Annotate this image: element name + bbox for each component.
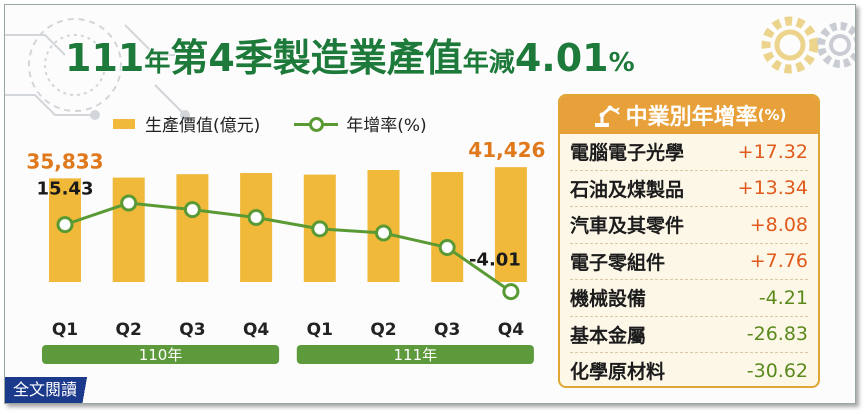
growth-point-8 xyxy=(502,283,520,301)
growth-point-2 xyxy=(120,194,138,212)
year-band xyxy=(42,345,280,364)
title-prefix: 111 xyxy=(65,36,145,80)
industry-row: 化學原材料 -30.62 xyxy=(570,353,808,386)
industry-list: 電腦電子光學 +17.32 石油及煤製品 +13.34 汽車及其零件 +8.08 電子零組件… xyxy=(560,134,818,386)
industry-row: 機械設備 -4.21 xyxy=(570,280,808,317)
bar-8 xyxy=(494,167,527,282)
growth-value-label: -4.01 xyxy=(469,250,521,271)
robot-arm-icon xyxy=(594,105,620,127)
industry-name: 機械設備 xyxy=(570,288,647,311)
growth-point-4 xyxy=(247,209,265,226)
growth-point-6 xyxy=(375,224,392,242)
bar-value-label: 41,426 xyxy=(468,138,545,162)
x-tick-label: Q4 xyxy=(243,320,269,340)
title-decrease: 年減 xyxy=(462,48,515,78)
panel-title-unit: (%) xyxy=(757,106,787,124)
industry-row: 石油及煤製品 +13.34 xyxy=(570,171,808,207)
industry-row: 汽車及其零件 +8.08 xyxy=(570,207,808,244)
industry-growth-value: -4.21 xyxy=(758,286,808,309)
x-tick-label: Q4 xyxy=(498,320,524,340)
bar-value-label: 35,833 xyxy=(26,149,103,173)
industry-name: 電腦電子光學 xyxy=(570,142,685,165)
industry-name: 石油及煤製品 xyxy=(570,178,685,201)
x-tick-label: Q2 xyxy=(116,320,142,340)
page-title: 111年第4季製造業產值年減4.01% xyxy=(65,27,635,82)
title-unit: % xyxy=(608,48,635,78)
industry-growth-value: +8.08 xyxy=(749,213,808,236)
growth-point-1 xyxy=(56,216,74,234)
read-full-text-button[interactable]: 全文閱讀 xyxy=(5,377,104,403)
combo-chart: 35,833 41,426 15.43 -4.01 Q1 Q2 Q3 Q4 Q1 Q2 Q3 Q4 11… xyxy=(26,138,545,364)
bar-7 xyxy=(431,172,464,282)
industry-name: 電子零組件 xyxy=(570,251,666,274)
x-tick-label: Q1 xyxy=(52,320,78,340)
title-year-char: 年 xyxy=(144,48,171,78)
legend-bar-swatch xyxy=(113,118,135,129)
industry-row: 電子零組件 +7.76 xyxy=(570,244,808,280)
bar-3 xyxy=(176,174,209,282)
industry-growth-value: -30.62 xyxy=(746,359,808,382)
infographic-frame: 111年第4季製造業產值年減4.01% 生產價值(億元) 年增率(%) 35,8… xyxy=(4,4,856,404)
bar-4 xyxy=(240,173,273,282)
growth-point-7 xyxy=(438,238,456,256)
bar-2 xyxy=(112,177,145,282)
year-band-label: 110年 xyxy=(139,346,183,364)
legend-line-label: 年增率(%) xyxy=(346,116,427,136)
x-tick-label: Q3 xyxy=(434,320,460,340)
growth-line xyxy=(64,201,512,293)
circuit-decoration xyxy=(5,18,200,120)
chart-legend: 生產價值(億元) 年增率(%) xyxy=(113,111,427,136)
growth-point-3 xyxy=(183,201,201,219)
industry-name: 基本金屬 xyxy=(570,324,647,347)
panel-header: 中業別年增率 (%) xyxy=(560,96,818,134)
industry-growth-value: -26.83 xyxy=(746,323,808,346)
legend-bar-label: 生產價值(億元) xyxy=(145,116,261,136)
x-tick-label: Q2 xyxy=(370,320,396,340)
decoration-background xyxy=(5,16,855,120)
industry-growth-panel: 中業別年增率 (%) 電腦電子光學 +17.32 石油及煤製品 +13.34 汽車及其零件… xyxy=(558,94,820,388)
industry-growth-value: +17.32 xyxy=(737,140,808,163)
gear-icon xyxy=(761,16,855,74)
industry-row: 電腦電子光學 +17.32 xyxy=(570,134,808,171)
growth-value-label: 15.43 xyxy=(37,179,94,200)
industry-name: 汽車及其零件 xyxy=(570,215,685,238)
x-tick-label: Q3 xyxy=(179,320,205,340)
panel-title: 中業別年增率 xyxy=(625,105,758,130)
title-value: 4.01 xyxy=(514,36,609,80)
industry-growth-value: +7.76 xyxy=(749,250,808,273)
year-band xyxy=(296,345,534,364)
title-main: 第4季製造業產值 xyxy=(170,36,463,80)
industry-row: 基本金屬 -26.83 xyxy=(570,317,808,353)
growth-point-5 xyxy=(311,220,329,238)
x-tick-label: Q1 xyxy=(307,320,333,340)
year-band-label: 111年 xyxy=(394,346,438,364)
industry-growth-value: +13.34 xyxy=(737,177,808,200)
industry-name: 化學原材料 xyxy=(570,361,666,384)
legend-line-swatch xyxy=(294,116,339,132)
